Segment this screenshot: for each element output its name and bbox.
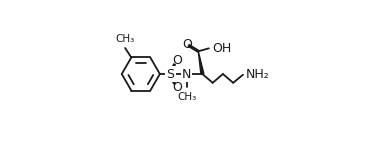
Text: NH₂: NH₂ <box>246 67 270 81</box>
Text: CH₃: CH₃ <box>177 92 196 102</box>
Text: N: N <box>182 67 191 81</box>
Text: CH₃: CH₃ <box>115 34 134 44</box>
Text: S: S <box>166 67 174 81</box>
Text: O: O <box>172 81 182 94</box>
Text: O: O <box>172 54 182 67</box>
Text: O: O <box>182 38 191 52</box>
Polygon shape <box>198 51 204 74</box>
Text: OH: OH <box>213 42 232 55</box>
